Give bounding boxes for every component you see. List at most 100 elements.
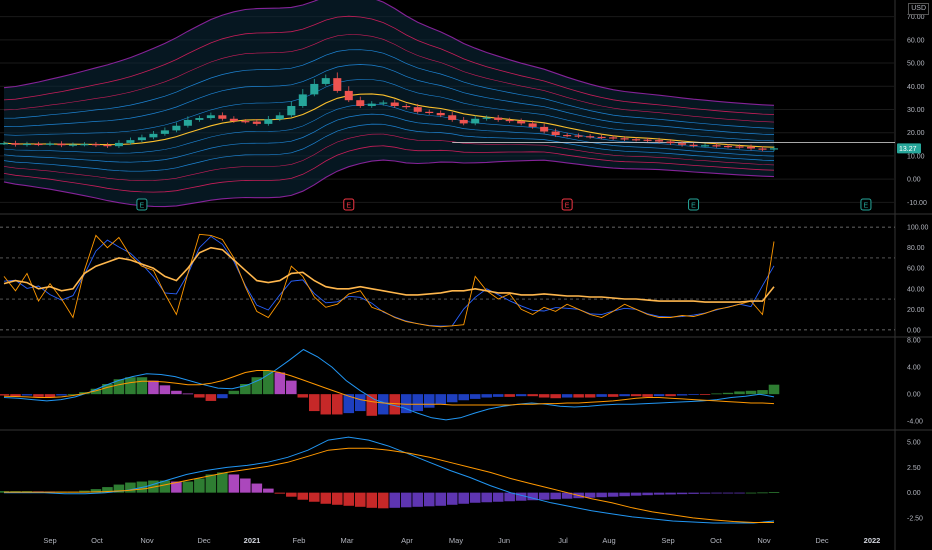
candle — [655, 140, 664, 142]
x-tick-label: Mar — [341, 536, 354, 545]
histogram-bar — [745, 390, 757, 395]
candle — [482, 117, 491, 119]
y-tick-label: 20.00 — [907, 307, 925, 314]
y-axis[interactable]: -10.00 0.00 10.00 20.00 30.00 40.00 50.00 60.00… — [897, 14, 929, 522]
histogram-bar — [688, 492, 699, 494]
histogram-bar — [550, 492, 561, 500]
histogram-bar — [320, 492, 332, 504]
candle — [344, 90, 353, 101]
signal-line — [4, 447, 774, 523]
y-tick-label: -2.50 — [907, 515, 923, 522]
histogram-bar — [435, 394, 447, 405]
candle — [80, 144, 89, 146]
candle — [298, 94, 307, 106]
histogram-bar — [584, 394, 596, 398]
histogram-bar — [113, 484, 125, 493]
histogram-bar — [458, 394, 469, 401]
histogram-bar — [274, 492, 286, 494]
histogram-bar — [171, 481, 182, 493]
histogram-bar — [343, 492, 355, 506]
x-tick-label: Dec — [197, 536, 211, 545]
earnings-marker-label: E — [346, 203, 351, 210]
x-tick-label: Nov — [757, 536, 771, 545]
histogram-bar — [377, 394, 389, 415]
histogram-bar — [757, 390, 768, 395]
histogram-bar — [481, 492, 492, 503]
y-tick-label: 0.00 — [907, 490, 921, 497]
y-tick-label: 4.00 — [907, 365, 921, 372]
histogram-bar — [446, 492, 458, 505]
candle — [758, 148, 767, 150]
candle — [252, 121, 261, 124]
signal-line — [3, 370, 775, 406]
x-tick-label: Oct — [91, 536, 104, 545]
histogram-bar — [699, 492, 711, 494]
histogram-bar — [331, 394, 343, 415]
candle — [22, 143, 32, 146]
y-tick-label: 20.00 — [907, 130, 925, 137]
histogram-bar — [607, 492, 619, 497]
candle — [413, 107, 422, 112]
y-tick-label: 40.00 — [907, 286, 925, 293]
candle — [103, 145, 112, 147]
histogram-bar — [240, 384, 251, 395]
histogram-bar — [400, 492, 412, 508]
candle — [471, 118, 480, 124]
histogram-bar — [44, 394, 56, 398]
histogram-bar — [596, 492, 607, 498]
candle — [436, 112, 445, 116]
histogram-bar — [412, 492, 424, 507]
histogram-bar — [768, 492, 780, 493]
histogram-bar — [400, 394, 412, 414]
candle — [160, 130, 169, 134]
price-bands — [3, 0, 895, 208]
candle — [643, 139, 652, 141]
candle — [666, 141, 675, 144]
last-price-label: 13.27 — [899, 146, 917, 153]
x-tick-label: Oct — [710, 536, 723, 545]
histogram-bar — [148, 480, 159, 493]
histogram-bar — [263, 370, 274, 395]
histogram-bar — [642, 394, 653, 397]
histogram-bar — [90, 388, 102, 395]
y-tick-label: 0.00 — [907, 392, 921, 399]
band-center-line — [3, 93, 775, 148]
x-tick-label: Sep — [661, 536, 674, 545]
candle — [195, 118, 204, 120]
candle — [206, 115, 215, 119]
histogram-bar — [354, 394, 366, 412]
earnings-marker-label: E — [565, 203, 570, 210]
x-axis[interactable]: Sep Oct Nov Dec 2021 Feb Mar Apr May Jun Jul Aug Sep… — [43, 536, 880, 545]
histogram-bar — [366, 394, 378, 416]
histogram-bar — [722, 392, 734, 395]
y-tick-label: 50.00 — [907, 61, 925, 68]
earnings-marker-label: E — [691, 203, 696, 210]
x-tick-label: Jul — [558, 536, 568, 545]
histogram-bar — [171, 390, 182, 395]
y-tick-label: 8.00 — [907, 338, 921, 345]
x-tick-label: Jun — [498, 536, 510, 545]
earnings-marker-label: E — [864, 203, 869, 210]
earnings-marker — [561, 198, 573, 211]
candle — [769, 148, 779, 150]
histogram-bar — [734, 391, 745, 395]
histogram-bar — [297, 492, 309, 500]
x-tick-label: Dec — [815, 536, 829, 545]
histogram-bar — [263, 488, 274, 493]
candle — [390, 102, 399, 106]
histogram-bar — [619, 492, 630, 497]
y-tick-label: -10.00 — [907, 200, 927, 207]
candle — [712, 145, 721, 147]
candle — [57, 143, 66, 146]
histogram-bar — [320, 394, 332, 415]
currency-label[interactable]: USD — [908, 3, 929, 15]
candle — [689, 144, 698, 146]
candle — [34, 143, 43, 146]
y-tick-label: 2.50 — [907, 465, 921, 472]
y-tick-label: 80.00 — [907, 245, 925, 252]
histogram-bar — [33, 394, 44, 397]
histogram-bar — [251, 377, 263, 395]
y-tick-label: 100.00 — [907, 225, 929, 232]
